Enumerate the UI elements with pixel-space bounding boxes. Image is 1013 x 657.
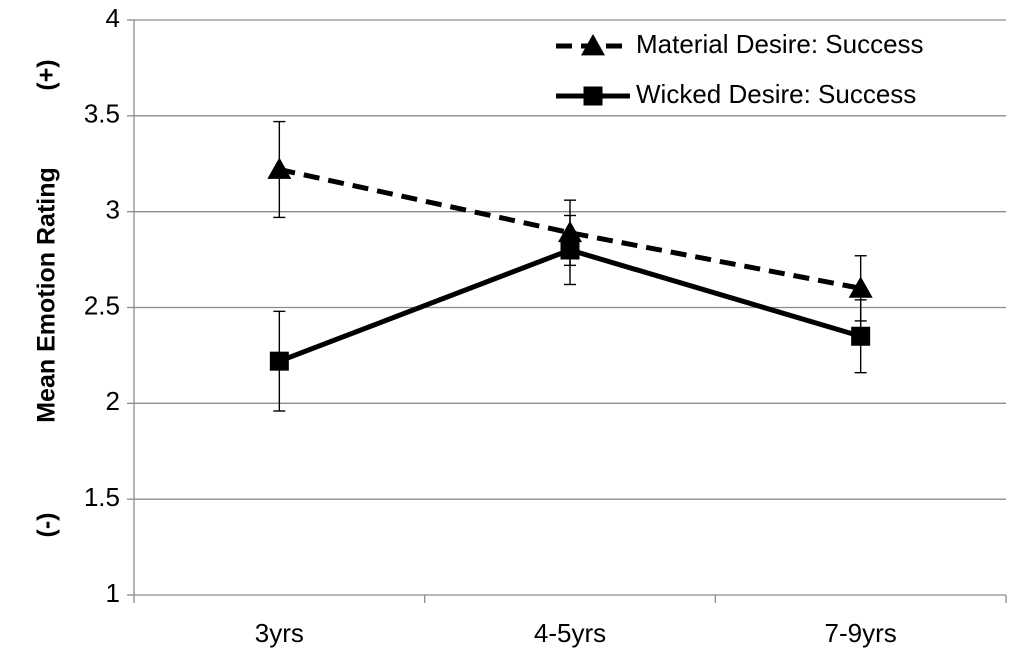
legend-wicked-desire-label: Wicked Desire: Success <box>636 79 916 109</box>
y-tick-label: 3.5 <box>84 99 120 129</box>
y-tick-label: 3 <box>106 195 120 225</box>
y-tick-label: 1.5 <box>84 482 120 512</box>
legend-material-desire-marker <box>581 34 605 56</box>
wicked-desire-point <box>851 326 871 346</box>
y-axis-high-marker: (+) <box>33 59 61 90</box>
legend: Material Desire: Success Wicked Desire: S… <box>556 29 924 109</box>
wicked-desire-point <box>560 240 580 260</box>
y-tick-label: 2 <box>106 386 120 416</box>
y-tick-label: 2.5 <box>84 290 120 320</box>
material-desire-point <box>558 220 582 243</box>
axes <box>127 19 1007 603</box>
y-axis-low-marker: (-) <box>33 513 61 538</box>
error-bars <box>273 120 867 412</box>
y-tick-label: 4 <box>106 3 120 33</box>
y-tick-label: 1 <box>106 578 120 608</box>
series-markers <box>267 157 873 371</box>
legend-material-desire-label: Material Desire: Success <box>636 29 924 59</box>
x-tick-label: 7-9yrs <box>825 618 897 648</box>
y-axis-title: Mean Emotion Rating <box>33 167 61 423</box>
x-tick-labels: 3yrs 4-5yrs 7-9yrs <box>255 618 897 648</box>
wicked-desire-point <box>269 351 289 371</box>
material-desire-point <box>848 276 873 298</box>
legend-wicked-desire-marker <box>583 86 603 106</box>
x-tick-label: 3yrs <box>255 618 304 648</box>
material-desire-point <box>267 157 292 179</box>
x-tick-label: 4-5yrs <box>534 618 606 648</box>
y-tick-labels: 1 1.5 2 2.5 3 3.5 4 <box>84 3 120 608</box>
